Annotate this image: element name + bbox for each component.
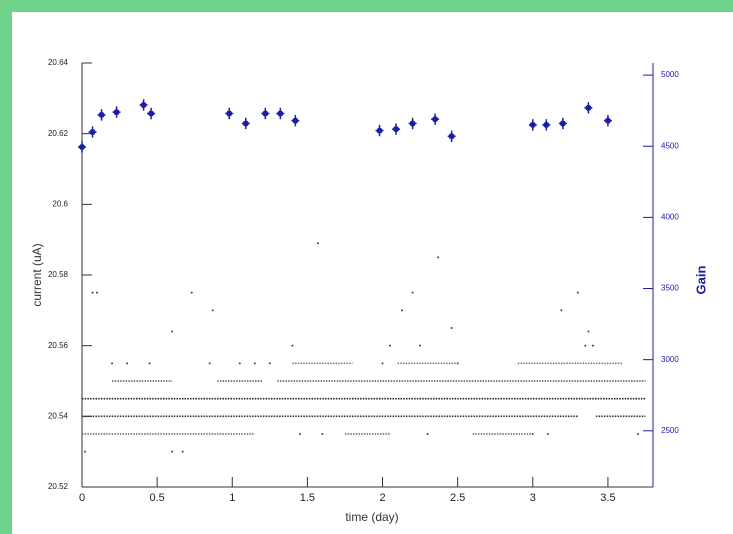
current-point: [238, 362, 241, 365]
gain-point: [140, 101, 147, 108]
y2-tick-label: 2500: [661, 426, 679, 435]
current-point: [636, 433, 639, 435]
gain-point: [277, 110, 284, 117]
y2-axis-title: Gain: [693, 265, 708, 294]
gain-point: [448, 133, 455, 140]
x-tick-label: 1: [229, 492, 235, 504]
gain-point: [559, 120, 566, 127]
current-point: [96, 291, 99, 294]
y2-tick-label: 4000: [661, 212, 679, 221]
current-point: [316, 242, 319, 245]
y-tick-label: 20.58: [48, 270, 69, 279]
panel: [12, 12, 733, 534]
gain-point: [585, 104, 592, 111]
gain-point: [113, 109, 120, 116]
gain-point: [148, 110, 155, 117]
gain-point: [529, 121, 536, 128]
current-point: [148, 362, 151, 365]
current-point: [411, 291, 414, 294]
y-axis-title: current (uA): [30, 243, 44, 306]
current-point: [126, 362, 129, 365]
current-point: [450, 327, 453, 329]
current-point: [389, 344, 392, 347]
current-point: [401, 309, 404, 312]
current-point: [584, 344, 587, 347]
gain-point: [393, 126, 400, 133]
x-axis-title: time (day): [345, 510, 398, 524]
gain-point: [409, 120, 416, 127]
x-tick-label: 2.5: [450, 492, 465, 504]
gain-point: [98, 111, 105, 118]
gain-point: [604, 117, 611, 124]
x-tick-label: 2: [379, 492, 385, 504]
y-tick-label: 20.6: [52, 199, 68, 208]
gain-point: [89, 129, 96, 136]
gain-point: [79, 143, 85, 150]
current-point: [111, 362, 114, 365]
current-point: [546, 433, 549, 435]
current-point: [437, 256, 440, 259]
gain-point: [292, 117, 299, 124]
current-point: [171, 330, 174, 333]
current-point: [268, 362, 271, 365]
current-point: [291, 344, 294, 347]
x-tick-label: 3: [530, 492, 536, 504]
current-point: [560, 309, 563, 312]
y2-tick-label: 4500: [661, 141, 679, 150]
current-point: [419, 344, 422, 347]
y-tick-label: 20.64: [48, 58, 69, 67]
current-point: [253, 362, 256, 365]
current-point: [91, 291, 94, 294]
current-point: [208, 362, 211, 365]
current-point: [181, 450, 184, 453]
gain-point: [432, 116, 439, 123]
y-tick-label: 20.56: [48, 341, 69, 350]
current-point: [426, 433, 429, 435]
y-tick-label: 20.52: [48, 482, 69, 491]
y-tick-label: 20.62: [48, 129, 69, 138]
current-point: [576, 291, 579, 294]
current-point: [381, 362, 384, 365]
y2-tick-label: 3000: [661, 355, 679, 364]
gain-point: [543, 121, 550, 128]
gain-point: [262, 110, 269, 117]
current-point: [321, 433, 324, 435]
current-point: [587, 330, 590, 333]
gain-point: [376, 127, 383, 134]
current-point: [298, 433, 301, 435]
current-point: [591, 344, 594, 347]
x-tick-label: 0.5: [149, 492, 164, 504]
x-tick-label: 1.5: [300, 492, 315, 504]
x-tick-label: 0: [79, 492, 85, 504]
y2-tick-label: 3500: [661, 284, 679, 293]
y-tick-label: 20.54: [48, 411, 69, 420]
x-tick-label: 3.5: [600, 492, 615, 504]
current-point: [84, 450, 87, 453]
y2-tick-label: 5000: [661, 70, 679, 79]
current-point: [190, 291, 193, 294]
current-point: [211, 309, 214, 312]
current-point: [171, 450, 174, 453]
gain-point: [226, 110, 233, 117]
gain-point: [242, 120, 249, 127]
